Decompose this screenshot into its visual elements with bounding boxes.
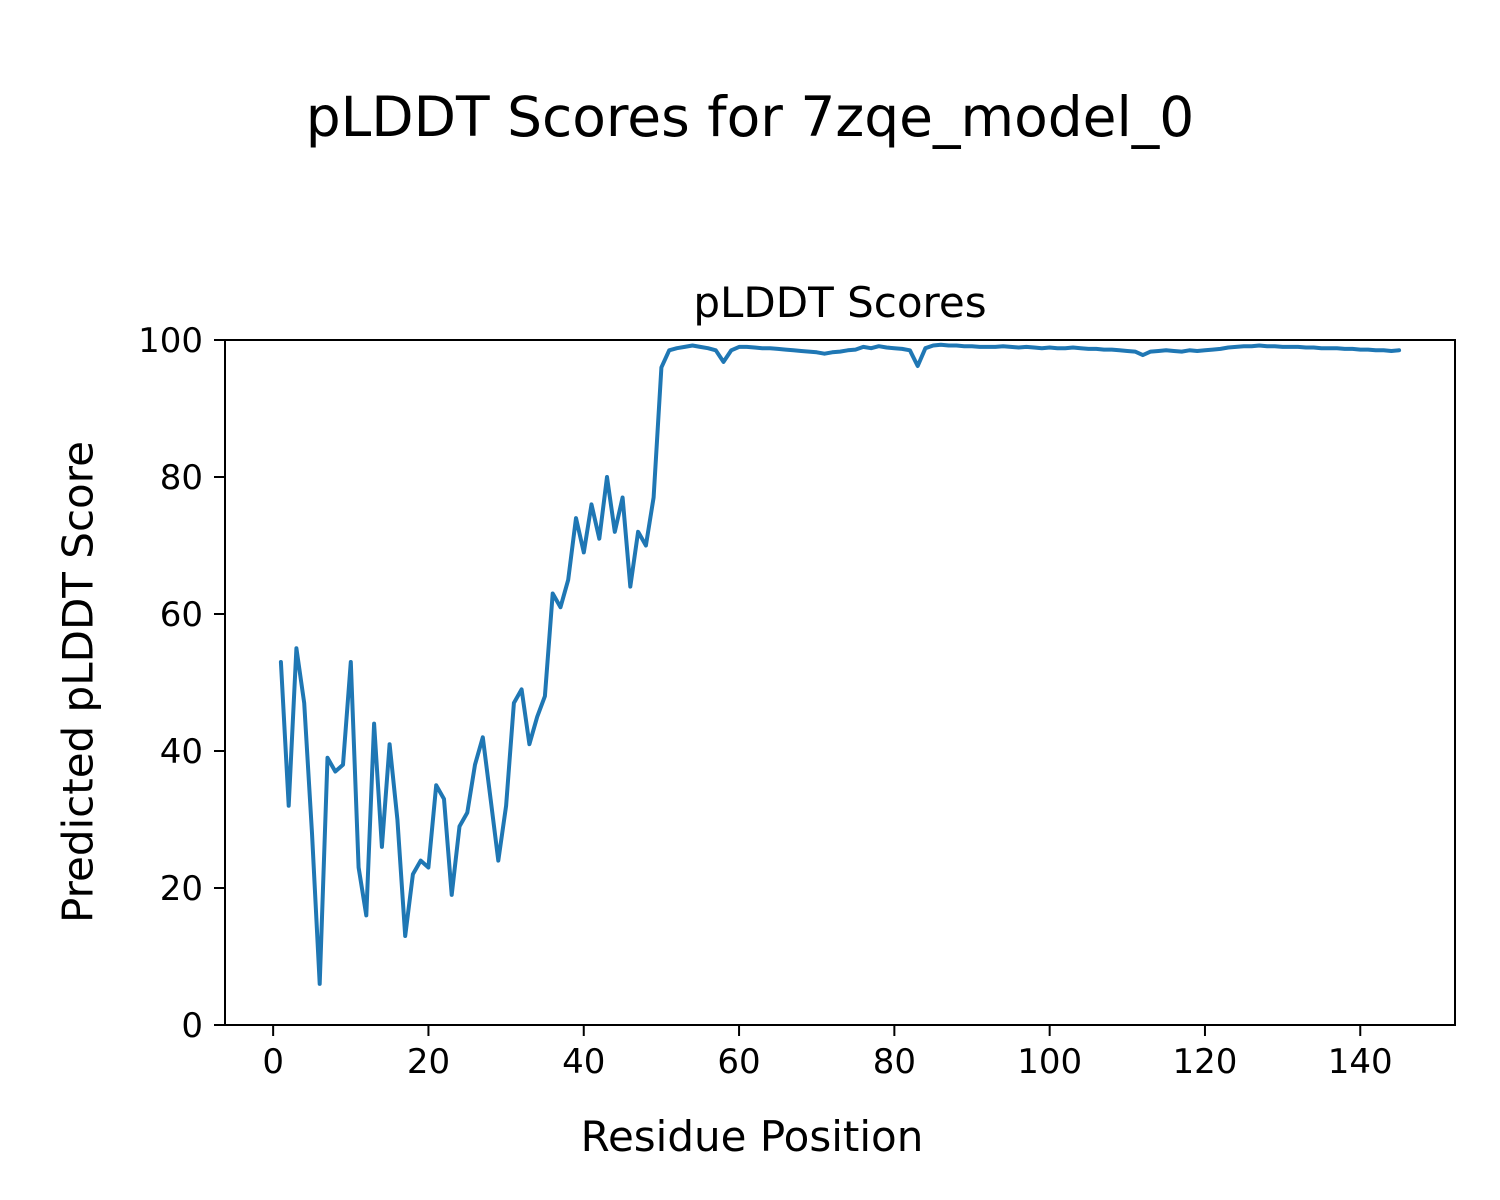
axes-box — [224, 339, 1456, 1026]
x-tick-label: 120 — [1173, 1042, 1238, 1082]
x-tick-label: 20 — [407, 1042, 450, 1082]
y-tick-label: 20 — [160, 869, 203, 909]
figure-title: pLDDT Scores for 7zqe_model_0 — [305, 85, 1195, 149]
x-tick-label: 40 — [562, 1042, 605, 1082]
x-tick-label: 140 — [1328, 1042, 1393, 1082]
y-tick-label: 80 — [160, 458, 203, 498]
y-tick-label: 0 — [181, 1006, 203, 1046]
x-tick-label: 60 — [717, 1042, 760, 1082]
x-tick-label: 0 — [262, 1042, 284, 1082]
x-tick-label: 80 — [873, 1042, 916, 1082]
data-line — [278, 342, 1402, 986]
y-tick-label: 40 — [160, 732, 203, 772]
x-tick-label: 100 — [1017, 1042, 1082, 1082]
y-tick-label: 100 — [138, 321, 203, 361]
x-axis-label: Residue Position — [580, 1112, 924, 1161]
y-tick-label: 60 — [160, 595, 203, 635]
axes-title: pLDDT Scores — [693, 278, 987, 327]
